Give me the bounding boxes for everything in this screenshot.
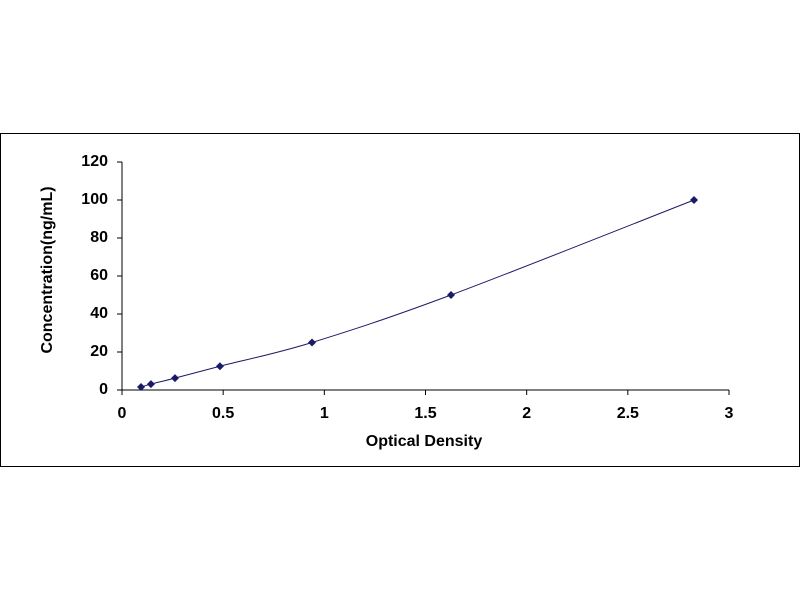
y-tick-label: 20 (90, 343, 108, 360)
x-tick-label: 0.5 (212, 405, 234, 422)
y-tick-label: 120 (81, 153, 108, 170)
x-tick-label: 1 (320, 405, 329, 422)
fit-line (140, 199, 695, 388)
x-tick-label: 1.5 (414, 405, 436, 422)
y-tick-label: 40 (90, 305, 108, 322)
y-tick-label: 60 (90, 267, 108, 284)
y-tick-label: 80 (90, 229, 108, 246)
point (137, 383, 146, 392)
y-tick-label: 0 (99, 381, 108, 398)
x-tick-label: 2.5 (617, 405, 639, 422)
point (146, 380, 155, 389)
x-tick-label: 0 (118, 405, 127, 422)
y-axis-label: Concentration(ng/mL) (39, 186, 56, 353)
y-tick-label: 100 (81, 191, 108, 208)
x-axis-label: Optical Density (366, 433, 483, 450)
point (215, 362, 224, 371)
point (307, 338, 316, 347)
point (689, 196, 698, 204)
x-tick-label: 2 (522, 405, 531, 422)
point (446, 291, 455, 299)
x-tick-label: 3 (725, 405, 734, 422)
point (171, 374, 180, 383)
